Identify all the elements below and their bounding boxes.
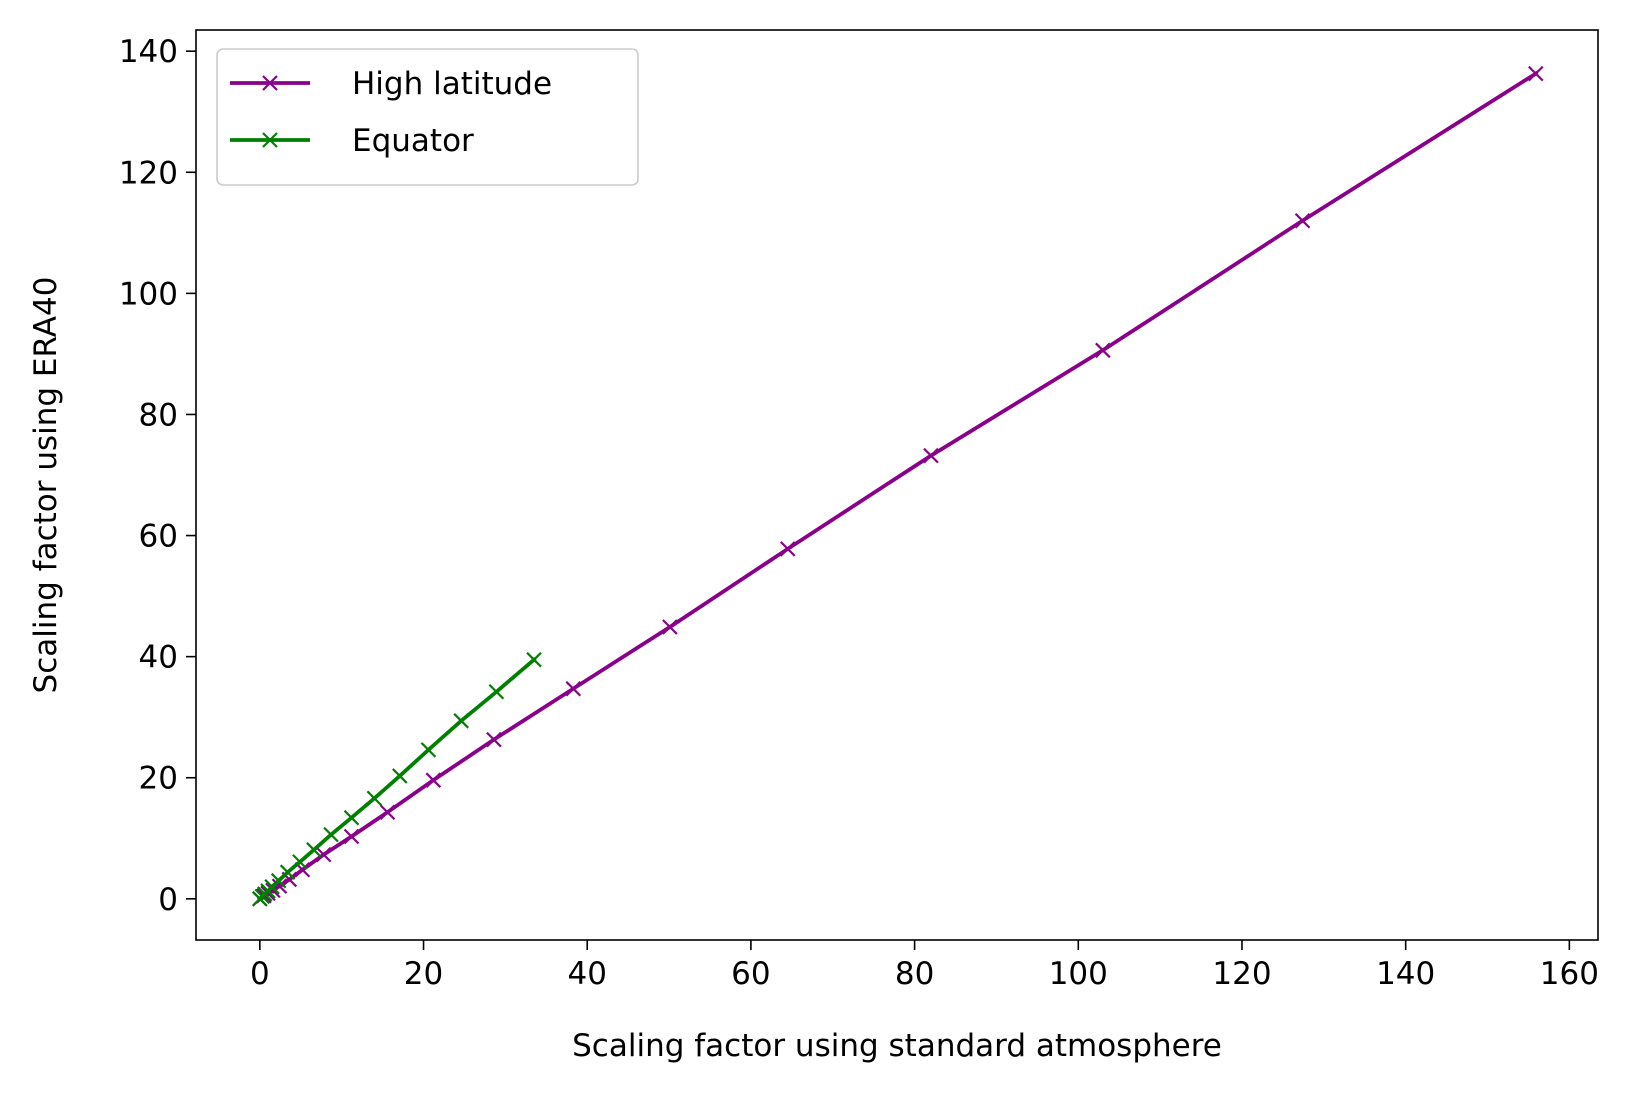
data-point-high-latitude bbox=[315, 846, 332, 863]
y-axis-label: Scaling factor using ERA40 bbox=[28, 277, 64, 694]
x-tick-label: 60 bbox=[731, 956, 770, 992]
y-tick-label: 80 bbox=[139, 397, 178, 433]
data-point-equator bbox=[279, 864, 296, 880]
data-point-high-latitude bbox=[486, 731, 502, 748]
data-point-equator bbox=[292, 854, 308, 870]
y-tick-label: 140 bbox=[119, 34, 178, 70]
data-point-equator bbox=[343, 809, 360, 826]
data-point-equator bbox=[306, 842, 322, 858]
legend-marker-equator bbox=[262, 132, 278, 148]
data-point-equator bbox=[366, 790, 383, 807]
y-tick-label: 60 bbox=[139, 519, 178, 555]
data-point-high-latitude bbox=[662, 619, 678, 635]
series-equator bbox=[252, 651, 542, 907]
axes-frame bbox=[195, 29, 1599, 941]
data-point-high-latitude bbox=[565, 680, 582, 697]
y-axis-ticks: 0 20 40 60 80 100 120 140 bbox=[119, 34, 196, 918]
data-point-high-latitude bbox=[923, 447, 939, 464]
x-tick-label: 160 bbox=[1540, 956, 1599, 992]
data-point-high-latitude bbox=[1294, 212, 1311, 229]
data-point-equator bbox=[420, 742, 437, 758]
data-point-high-latitude bbox=[1528, 65, 1544, 82]
legend-label-equator: Equator bbox=[352, 123, 474, 159]
legend-item-equator: Equator bbox=[230, 123, 474, 159]
data-point-equator bbox=[323, 826, 339, 843]
legend-box bbox=[216, 48, 639, 186]
x-tick-label: 0 bbox=[250, 956, 270, 992]
x-tick-label: 80 bbox=[895, 956, 934, 992]
y-tick-label: 20 bbox=[139, 761, 178, 797]
legend-item-high-latitude: High latitude bbox=[230, 66, 552, 102]
y-tick-label: 120 bbox=[119, 155, 178, 191]
data-point-high-latitude bbox=[779, 541, 796, 557]
x-axis-ticks: 0 20 40 60 80 100 120 140 160 bbox=[250, 940, 1599, 992]
x-tick-label: 20 bbox=[404, 956, 443, 992]
legend: High latitude Equator bbox=[216, 48, 639, 186]
series-layer bbox=[252, 65, 1544, 907]
y-tick-label: 100 bbox=[119, 276, 178, 312]
y-tick-label: 0 bbox=[158, 882, 178, 918]
legend-label-high-latitude: High latitude bbox=[352, 66, 552, 102]
legend-marker-high-latitude bbox=[262, 75, 278, 91]
data-point-high-latitude bbox=[425, 772, 442, 788]
data-point-equator bbox=[526, 651, 542, 668]
data-point-high-latitude bbox=[379, 804, 396, 821]
x-tick-label: 140 bbox=[1376, 956, 1435, 992]
x-tick-label: 100 bbox=[1049, 956, 1108, 992]
data-point-equator bbox=[392, 768, 408, 784]
data-point-equator bbox=[488, 683, 505, 700]
y-tick-label: 40 bbox=[139, 640, 178, 676]
data-point-equator bbox=[453, 713, 469, 729]
data-point-high-latitude bbox=[1095, 342, 1111, 359]
x-tick-label: 120 bbox=[1212, 956, 1271, 992]
x-tick-label: 40 bbox=[567, 956, 606, 992]
x-axis-label: Scaling factor using standard atmosphere bbox=[572, 1028, 1222, 1064]
data-point-high-latitude bbox=[343, 828, 360, 845]
